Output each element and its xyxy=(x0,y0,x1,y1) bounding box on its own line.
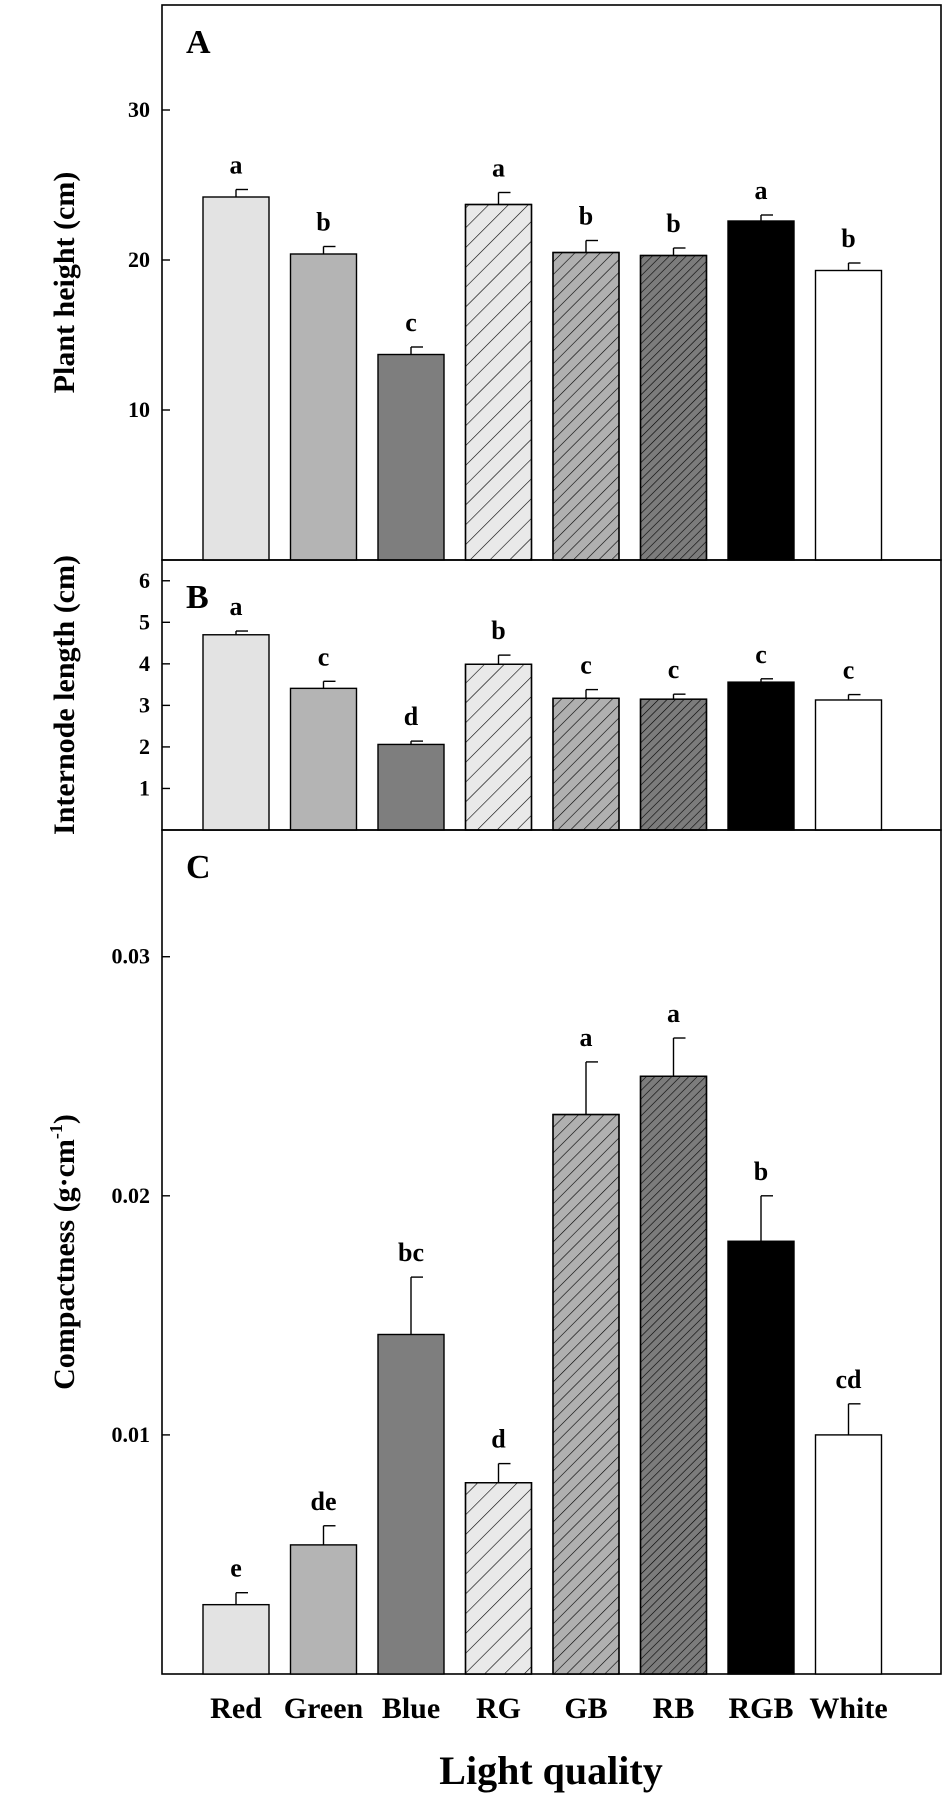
significance-letter: d xyxy=(404,702,419,731)
significance-letter: b xyxy=(666,209,680,238)
y-tick-label: 2 xyxy=(139,734,150,759)
y-tick-label: 30 xyxy=(128,97,150,122)
y-tick-label: 20 xyxy=(128,247,150,272)
bar-white xyxy=(814,699,883,831)
y-tick-label: 5 xyxy=(139,609,150,634)
y-tick-label: 3 xyxy=(139,692,150,717)
bar-hatch-rb xyxy=(639,698,708,831)
significance-letter: c xyxy=(843,656,855,685)
panel-frame xyxy=(161,829,942,1675)
x-tick-label-rb: RB xyxy=(653,1692,695,1725)
bar-red xyxy=(202,634,270,831)
x-tick-label-white: White xyxy=(809,1692,887,1725)
significance-letter: bc xyxy=(398,1238,424,1267)
significance-letter: b xyxy=(579,202,593,231)
bar-red xyxy=(202,196,270,561)
bar-blue xyxy=(377,1333,445,1675)
panel-a: 10 20 30 A Plant height (cm) a b c a b b a b xyxy=(48,4,942,561)
bar-white xyxy=(814,269,883,561)
significance-letter: a xyxy=(230,592,243,621)
bar-red xyxy=(202,1603,270,1675)
y-tick-label: 0.02 xyxy=(112,1183,151,1208)
significance-letter: b xyxy=(754,1157,768,1186)
bar-green xyxy=(289,253,358,561)
bar-green xyxy=(289,687,358,831)
x-tick-label-rg: RG xyxy=(476,1692,521,1725)
significance-letter: c xyxy=(318,642,330,671)
y-axis-title: Compactness (g·cm-1) xyxy=(46,1114,81,1390)
bar-rgb xyxy=(727,681,795,831)
bar-hatch-gb xyxy=(552,1113,620,1675)
x-tick-label-red: Red xyxy=(210,1692,262,1725)
bar-hatch-gb xyxy=(552,251,620,561)
significance-letter: c xyxy=(755,640,767,669)
significance-letter: c xyxy=(405,308,417,337)
x-axis-title: Light quality xyxy=(439,1748,662,1793)
significance-letter: a xyxy=(580,1023,593,1052)
x-tick-label-blue: Blue xyxy=(382,1692,440,1725)
bar-hatch-rb xyxy=(639,1075,708,1675)
bar-hatch-rg xyxy=(464,1482,533,1675)
panel-label: B xyxy=(186,579,209,616)
bar-blue xyxy=(377,743,445,831)
bar-green xyxy=(289,1544,358,1675)
y-tick-label: 4 xyxy=(139,651,150,676)
x-axis-category-labels: Red Green Blue RG GB RB RGB White xyxy=(210,1692,888,1725)
x-tick-label-green: Green xyxy=(284,1692,364,1725)
significance-letter: b xyxy=(316,208,330,237)
panel-label: A xyxy=(186,24,211,61)
panel-label: C xyxy=(186,849,211,886)
bar-rgb xyxy=(727,1240,795,1675)
significance-letter: b xyxy=(841,224,855,253)
y-tick-label: 1 xyxy=(139,775,150,800)
significance-letter: a xyxy=(230,151,243,180)
significance-letter: e xyxy=(230,1554,242,1583)
significance-letter: a xyxy=(492,154,505,183)
bar-hatch-rb xyxy=(639,254,708,561)
significance-letter: b xyxy=(491,616,505,645)
y-axis-title: Plant height (cm) xyxy=(48,172,81,394)
y-tick-label: 0.01 xyxy=(112,1422,151,1447)
y-tick-label: 6 xyxy=(139,568,150,593)
y-tick-label: 0.03 xyxy=(112,944,151,969)
bar-blue xyxy=(377,353,445,561)
significance-letter: a xyxy=(667,999,680,1028)
bar-hatch-rg xyxy=(464,663,533,831)
significance-letter: de xyxy=(311,1487,337,1516)
x-tick-label-gb: GB xyxy=(564,1692,607,1725)
significance-letter: d xyxy=(491,1425,506,1454)
significance-letter: c xyxy=(668,655,680,684)
y-axis-title: Internode length (cm) xyxy=(48,555,81,835)
x-tick-label-rgb: RGB xyxy=(728,1692,793,1725)
y-tick-label: 10 xyxy=(128,397,150,422)
bar-hatch-rg xyxy=(464,203,533,561)
significance-letter: cd xyxy=(836,1365,863,1394)
significance-letter: a xyxy=(755,176,768,205)
bar-hatch-gb xyxy=(552,697,620,831)
panel-b: 1 2 3 4 5 6 B Internode length (cm) a c d b c c c c xyxy=(48,555,942,835)
bar-rgb xyxy=(727,220,795,561)
significance-letter: c xyxy=(580,651,592,680)
bar-white xyxy=(814,1434,883,1675)
